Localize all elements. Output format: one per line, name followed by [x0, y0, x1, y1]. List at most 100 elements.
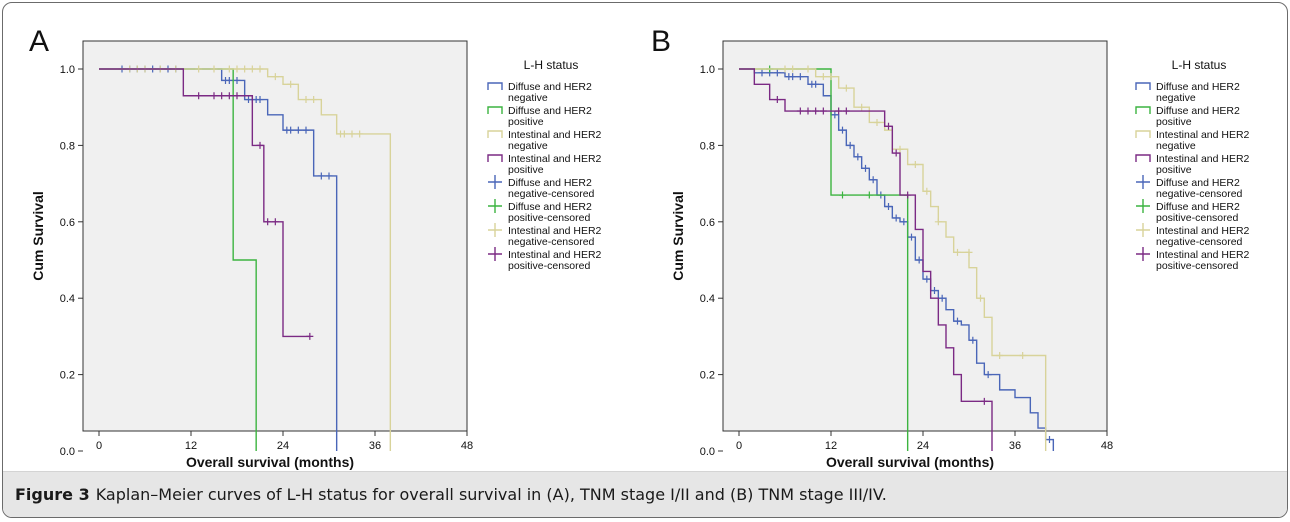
censor-mark	[256, 65, 264, 73]
censor-mark	[869, 176, 877, 184]
legend-symbol	[488, 247, 502, 261]
y-tick-label: 0.6	[60, 217, 75, 229]
survival-curve-3	[99, 68, 392, 451]
x-axis-label-a: Overall survival (months)	[186, 454, 354, 470]
censor-mark	[819, 107, 827, 115]
legend-label: Intestinal and HER2 negative-censored	[508, 225, 602, 248]
y-tick-label: 0.4	[60, 293, 75, 305]
legend-symbol	[488, 199, 502, 213]
x-tick-label: 48	[461, 440, 473, 452]
censor-mark	[796, 107, 804, 115]
x-tick-label: 0	[736, 440, 742, 452]
y-tick-label: 0.0	[700, 446, 715, 458]
censor-mark	[980, 397, 988, 405]
panel-label-b: B	[651, 25, 671, 58]
censor-mark	[218, 92, 226, 100]
censor-mark	[195, 92, 203, 100]
y-tick-label: 0.6	[700, 217, 715, 229]
censor-mark	[294, 126, 302, 134]
x-tick-label: 12	[185, 440, 197, 452]
legend-label: Intestinal and HER2 positive	[1156, 153, 1250, 176]
x-axis-label-b: Overall survival (months)	[826, 454, 994, 470]
censor-mark	[827, 73, 835, 81]
y-tick-label: 1.0	[60, 64, 75, 76]
censor-mark	[781, 65, 789, 73]
legend-symbol	[1136, 247, 1150, 261]
censor-mark	[831, 111, 839, 119]
censor-mark	[900, 218, 908, 226]
censor-mark	[271, 218, 279, 226]
censor-mark	[911, 161, 919, 168]
y-axis-label-a: Cum Survival	[30, 191, 46, 280]
censor-mark	[302, 126, 310, 134]
censor-mark	[225, 92, 233, 100]
censor-mark	[839, 191, 846, 199]
censor-mark	[348, 130, 356, 138]
curves-a	[99, 65, 392, 451]
censor-mark	[1019, 352, 1027, 359]
chart-panel-a: A 0.0 0.2 0.4 0.6 0.8 1.0 0 12 24 36 48 Cum Survi…	[29, 25, 602, 470]
censor-mark	[858, 103, 866, 111]
y-tick-label: 0.2	[60, 370, 75, 382]
censor-mark	[195, 65, 203, 73]
censor-mark	[225, 65, 233, 73]
censor-mark	[965, 248, 973, 256]
legend-label: Diffuse and HER2 negative-censored	[1156, 177, 1243, 200]
censor-mark	[325, 172, 333, 180]
chart-panel-b: B 0.0 0.2 0.4 0.6 0.8 1.0 0 12 24 36 48 Cum Survi…	[651, 25, 1250, 470]
censor-mark	[310, 96, 318, 104]
censor-mark	[996, 352, 1004, 359]
censor-mark	[842, 107, 850, 115]
legend-label: Intestinal and HER2 positive	[508, 153, 602, 176]
legend-symbol	[487, 82, 503, 90]
legend-label: Diffuse and HER2 negative	[508, 81, 592, 104]
legend-label: Intestinal and HER2 positive-censored	[508, 249, 602, 272]
censor-mark	[842, 84, 850, 92]
legend-symbol	[487, 130, 503, 138]
legend-label: Diffuse and HER2 positive	[1156, 105, 1240, 128]
x-tick-label: 24	[277, 440, 289, 452]
y-axis-label-b: Cum Survival	[670, 191, 686, 280]
censor-mark	[896, 145, 904, 153]
legend-symbol	[1135, 154, 1151, 162]
censor-mark	[908, 233, 915, 241]
legend-label: Diffuse and HER2 positive	[508, 105, 592, 128]
censor-mark	[340, 130, 348, 138]
censor-mark	[984, 371, 992, 379]
censor-mark	[954, 248, 961, 256]
censor-mark	[225, 76, 233, 84]
censor-mark	[892, 149, 900, 157]
censor-mark	[796, 73, 804, 81]
censor-mark	[233, 76, 241, 84]
x-tick-labels-b: 0 12 24 36 48	[736, 431, 1113, 452]
legend-label: Diffuse and HER2 negative-censored	[508, 177, 595, 200]
censor-mark	[931, 287, 938, 295]
censor-mark	[248, 65, 256, 73]
caption-text: Kaplan–Meier curves of L-H status for ov…	[95, 485, 887, 504]
censor-mark	[923, 275, 931, 283]
x-tick-labels-a: 0 12 24 36 48	[96, 431, 473, 452]
censor-mark	[317, 172, 325, 180]
censor-mark	[969, 336, 977, 344]
x-tick-label: 36	[369, 440, 381, 452]
censor-mark	[256, 96, 264, 104]
censor-mark	[773, 69, 781, 77]
censor-mark	[846, 141, 854, 149]
censor-mark	[892, 214, 900, 222]
legend-symbol	[488, 175, 502, 189]
censor-mark	[819, 73, 827, 81]
censor-mark	[812, 107, 820, 115]
censor-mark	[758, 69, 766, 77]
censor-mark	[835, 107, 843, 115]
legend-symbol	[1136, 199, 1150, 213]
censor-mark	[287, 80, 295, 88]
censor-mark	[885, 203, 892, 211]
censor-mark	[812, 80, 820, 88]
survival-curve-1	[99, 68, 338, 451]
legend-label: Intestinal and HER2 negative-censored	[1156, 225, 1250, 248]
survival-curve-3	[739, 68, 1047, 451]
censor-mark	[210, 92, 218, 100]
censor-mark	[954, 317, 961, 325]
caption-label: Figure 3	[15, 485, 90, 504]
